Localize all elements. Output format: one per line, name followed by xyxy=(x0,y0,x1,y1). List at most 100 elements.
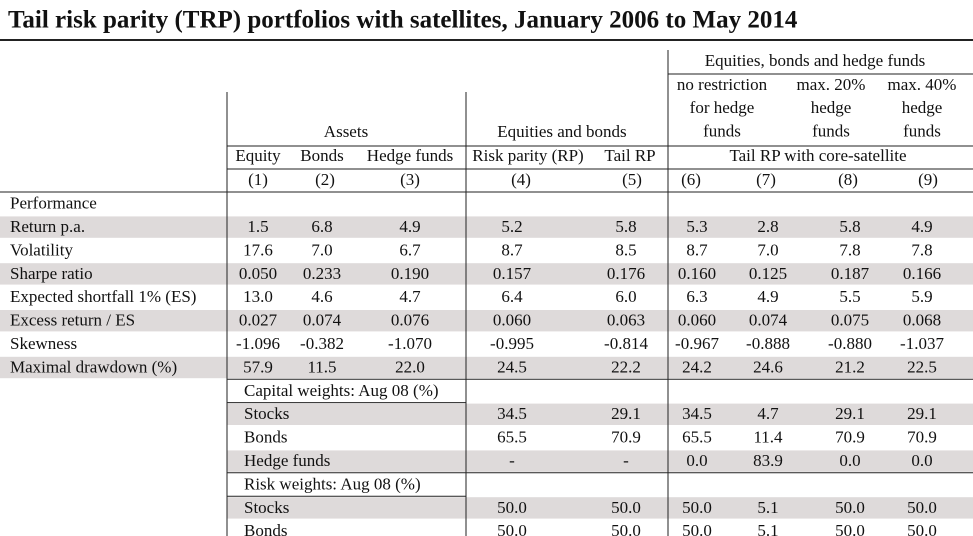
row-shading xyxy=(0,356,973,379)
cell-value: -1.070 xyxy=(388,334,432,353)
cell-value: 70.9 xyxy=(611,428,641,447)
cell-value: 7.0 xyxy=(311,240,332,259)
row-label: Volatility xyxy=(10,240,73,259)
cell-value: 6.8 xyxy=(311,217,332,236)
cell-value: 29.1 xyxy=(835,404,865,423)
title: Tail risk parity (TRP) portfolios with s… xyxy=(8,7,798,34)
row-shading xyxy=(0,216,973,519)
cell-value: 50.0 xyxy=(835,521,865,536)
cell-value: -0.382 xyxy=(300,334,344,353)
group-header: Equities and bonds xyxy=(497,122,626,141)
cell-value: 0.0 xyxy=(686,451,707,470)
column-number: (8) xyxy=(838,170,858,189)
cell-value: 50.0 xyxy=(907,498,937,517)
row-label: Expected shortfall 1% (ES) xyxy=(10,287,196,306)
cell-value: 0.125 xyxy=(749,264,787,283)
subgroup-header: funds xyxy=(812,122,850,141)
subgroup-header: funds xyxy=(903,122,941,141)
cell-value: 24.2 xyxy=(682,357,712,376)
subgroup-header: max. 40% xyxy=(888,75,957,94)
cell-value: 17.6 xyxy=(243,240,273,259)
column-number: (9) xyxy=(918,170,938,189)
cell-value: 5.9 xyxy=(911,287,932,306)
cell-value: 0.074 xyxy=(303,311,342,330)
section-title: Performance xyxy=(10,194,97,213)
column-number: (3) xyxy=(400,170,420,189)
subgroup-header: funds xyxy=(703,122,741,141)
column-number: (6) xyxy=(681,170,701,189)
cell-value: 4.6 xyxy=(311,287,332,306)
row-label: Stocks xyxy=(244,404,289,423)
cell-value: 50.0 xyxy=(682,521,712,536)
row-label: Return p.a. xyxy=(10,217,85,236)
cell-value: 0.074 xyxy=(749,311,788,330)
row-shading xyxy=(227,497,973,519)
cell-value: 0.027 xyxy=(239,311,278,330)
cell-value: 50.0 xyxy=(907,521,937,536)
row-label: Skewness xyxy=(10,334,77,353)
cell-value: 5.5 xyxy=(839,287,860,306)
cell-value: 57.9 xyxy=(243,357,273,376)
cell-value: 5.1 xyxy=(757,498,778,517)
group-header: Tail RP with core-satellite xyxy=(729,146,906,165)
cell-value: 0.050 xyxy=(239,264,277,283)
group-header: Equities, bonds and hedge funds xyxy=(705,51,926,70)
row-label: Sharpe ratio xyxy=(10,264,93,283)
subgroup-header: no restriction xyxy=(677,75,768,94)
cell-value: 4.9 xyxy=(399,217,420,236)
cell-value: -1.096 xyxy=(236,334,280,353)
cell-value: 65.5 xyxy=(682,428,712,447)
cell-value: 0.0 xyxy=(911,451,932,470)
cell-value: - xyxy=(509,451,515,470)
cell-value: 0.063 xyxy=(607,311,645,330)
column-number: (4) xyxy=(511,170,531,189)
cell-value: 70.9 xyxy=(835,428,865,447)
cell-value: 50.0 xyxy=(611,521,641,536)
cell-value: 11.4 xyxy=(753,428,783,447)
cell-value: 4.7 xyxy=(399,287,421,306)
column-number: (5) xyxy=(622,170,642,189)
cell-value: 0.176 xyxy=(607,264,645,283)
cell-value: 0.075 xyxy=(831,311,869,330)
section-title: Risk weights: Aug 08 (%) xyxy=(244,474,421,493)
cell-value: 5.8 xyxy=(839,217,860,236)
cell-value: 0.060 xyxy=(493,311,531,330)
cell-value: 50.0 xyxy=(835,498,865,517)
column-header: Hedge funds xyxy=(367,146,453,165)
cell-value: 29.1 xyxy=(611,404,641,423)
cell-value: 4.7 xyxy=(757,404,779,423)
cell-value: 50.0 xyxy=(611,498,641,517)
cell-value: 6.4 xyxy=(501,287,523,306)
cell-value: 34.5 xyxy=(682,404,712,423)
column-header: Tail RP xyxy=(604,146,655,165)
row-label: Bonds xyxy=(244,428,287,447)
column-header: Equity xyxy=(235,146,281,165)
cell-value: 24.6 xyxy=(753,357,783,376)
row-label: Maximal drawdown (%) xyxy=(10,357,177,376)
row-shading xyxy=(0,216,973,238)
column-number: (7) xyxy=(756,170,776,189)
cell-value: 0.068 xyxy=(903,311,941,330)
cell-value: 8.7 xyxy=(501,240,523,259)
cell-value: 50.0 xyxy=(682,498,712,517)
subgroup-header: hedge xyxy=(902,98,943,117)
column-number: (2) xyxy=(315,170,335,189)
cell-value: 24.5 xyxy=(497,357,527,376)
cell-value: 7.0 xyxy=(757,240,778,259)
cell-value: 0.157 xyxy=(493,264,532,283)
cell-value: 21.2 xyxy=(835,357,865,376)
row-label: Excess return / ES xyxy=(10,311,135,330)
row-shading xyxy=(0,263,973,285)
cell-value: 6.3 xyxy=(686,287,707,306)
cell-value: 6.0 xyxy=(615,287,636,306)
cell-value: 6.7 xyxy=(399,240,421,259)
row-shading xyxy=(227,403,973,425)
row-label: Hedge funds xyxy=(244,451,330,470)
cell-value: 83.9 xyxy=(753,451,783,470)
cell-value: 11.5 xyxy=(307,357,336,376)
row-shading xyxy=(227,450,973,472)
cell-value: 5.8 xyxy=(615,217,636,236)
cell-value: 2.8 xyxy=(757,217,778,236)
cell-value: 8.7 xyxy=(686,240,708,259)
